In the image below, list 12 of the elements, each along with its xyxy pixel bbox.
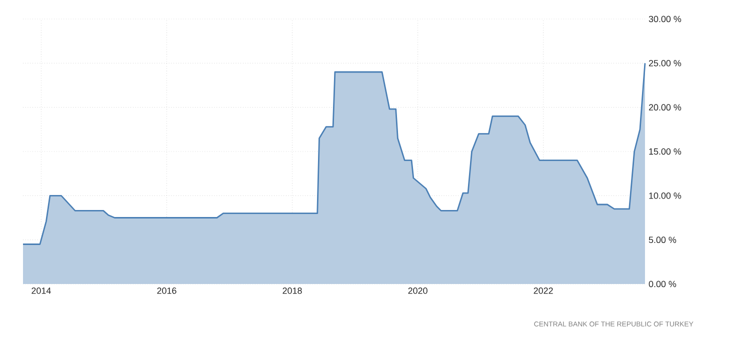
x-tick-label: 2014	[32, 288, 51, 294]
x-tick-label: 2018	[282, 288, 302, 294]
y-tick-label: 20.00 %	[648, 104, 682, 111]
y-tick-label: 15.00 %	[649, 148, 682, 155]
y-tick-label: 5.00 %	[648, 236, 676, 244]
x-tick-label: 2020	[408, 288, 428, 294]
x-tick-label: 2022	[534, 288, 553, 294]
y-tick-label: 0.00 %	[648, 280, 676, 288]
x-tick-label: 2016	[157, 288, 176, 294]
y-tick-label: 25.00 %	[648, 60, 682, 66]
y-tick-label: 10.00 %	[649, 192, 682, 199]
y-tick-label: 30.00 %	[648, 16, 682, 22]
